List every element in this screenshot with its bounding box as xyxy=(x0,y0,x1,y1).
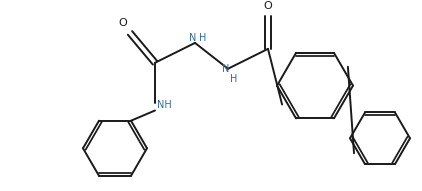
Text: H: H xyxy=(199,33,206,43)
Text: NH: NH xyxy=(157,100,172,109)
Text: H: H xyxy=(230,74,237,84)
Text: O: O xyxy=(264,1,272,11)
Text: O: O xyxy=(119,18,127,28)
Text: N: N xyxy=(189,33,197,43)
Text: N: N xyxy=(222,64,230,74)
